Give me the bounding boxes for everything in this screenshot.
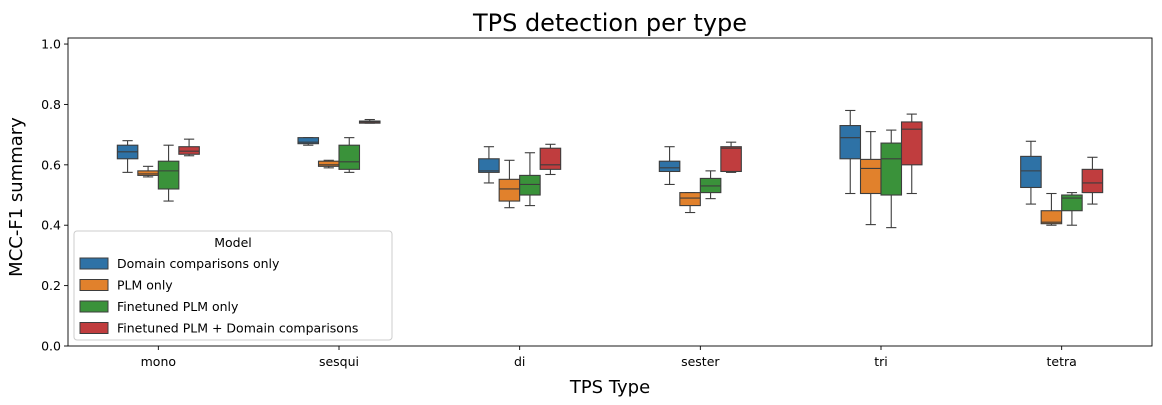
- iqr-box: [880, 142, 903, 196]
- box-mono-3: [178, 138, 200, 157]
- box-sesqui-3: [358, 118, 381, 124]
- chart-title: TPS detection per type: [472, 9, 747, 37]
- x-axis-label: TPS Type: [569, 377, 650, 398]
- box-mono-1: [137, 165, 159, 178]
- legend-item-3: Finetuned PLM + Domain comparisons: [79, 321, 358, 336]
- iqr-box: [658, 160, 681, 173]
- legend-swatch: [79, 279, 109, 291]
- legend-swatch: [79, 300, 109, 313]
- y-tick-label: 0.4: [41, 218, 61, 233]
- x-tick-label: tetra: [1047, 354, 1077, 369]
- legend-item-2: Finetuned PLM only: [79, 299, 239, 314]
- box-tetra-1: [1040, 192, 1063, 226]
- box-sesqui-0: [297, 137, 320, 146]
- box-tetra-0: [1020, 140, 1042, 205]
- legend-label: PLM only: [117, 278, 173, 293]
- box-sester-2: [699, 170, 722, 200]
- legend-title: Model: [214, 235, 252, 250]
- legend-item-1: PLM only: [79, 278, 173, 293]
- x-tick-label: mono: [141, 354, 176, 369]
- box-tetra-3: [1081, 156, 1104, 205]
- box-di-2: [519, 152, 541, 207]
- x-tick-label: sesqui: [319, 354, 359, 369]
- legend-label: Domain comparisons only: [117, 256, 280, 271]
- box-di-0: [478, 146, 500, 184]
- y-tick-label: 0.0: [41, 339, 61, 354]
- iqr-box: [519, 174, 541, 196]
- iqr-box: [539, 147, 562, 170]
- box-sester-3: [720, 141, 742, 173]
- box-mono-0: [116, 140, 139, 173]
- iqr-box: [839, 125, 862, 160]
- box-mono-2: [157, 144, 180, 202]
- iqr-box: [498, 178, 521, 202]
- legend-item-0: Domain comparisons only: [79, 256, 280, 271]
- y-tick-label: 0.2: [41, 278, 61, 293]
- iqr-box: [317, 160, 340, 167]
- y-tick-label: 0.6: [41, 157, 61, 172]
- iqr-box: [478, 158, 500, 173]
- legend-swatch: [79, 257, 109, 270]
- x-tick-label: sester: [681, 354, 720, 369]
- iqr-box: [1061, 194, 1083, 212]
- legend-frame: [73, 230, 393, 341]
- box-tri-0: [839, 109, 862, 195]
- iqr-box: [297, 137, 320, 145]
- iqr-box: [1020, 155, 1042, 189]
- axes-frame: [67, 37, 1153, 347]
- box-tri-1: [859, 131, 882, 226]
- box-di-3: [539, 143, 562, 176]
- legend-swatch: [79, 322, 109, 334]
- legend-label: Finetuned PLM + Domain comparisons: [117, 321, 358, 336]
- box-tri-3: [900, 113, 923, 195]
- iqr-box: [178, 146, 200, 155]
- box-tri-2: [880, 129, 903, 229]
- box-sester-0: [658, 146, 681, 186]
- x-tick-label: di: [514, 354, 525, 369]
- y-tick-label: 1.0: [41, 37, 61, 52]
- box-tetra-2: [1061, 192, 1083, 226]
- y-axis-label: MCC-F1 summary: [6, 117, 27, 277]
- iqr-box: [137, 170, 159, 176]
- iqr-box: [157, 160, 180, 190]
- box-sesqui-2: [338, 137, 361, 173]
- iqr-box: [900, 121, 923, 166]
- y-tick-label: 0.8: [41, 97, 61, 112]
- iqr-box: [338, 144, 361, 170]
- iqr-box: [859, 158, 882, 195]
- plot-area: 0.0 0.2 0.4 0.6 0.8 1.0 mono sesqui di sester tri t…: [41, 37, 1153, 369]
- iqr-box: [679, 192, 701, 207]
- box-sesqui-1: [317, 159, 340, 169]
- legend: Model Domain comparisons only PLM only Fine…: [73, 230, 393, 341]
- box-sester-1: [679, 192, 701, 214]
- iqr-box: [1081, 168, 1104, 194]
- iqr-box: [720, 146, 742, 173]
- box-di-1: [498, 159, 521, 209]
- legend-label: Finetuned PLM only: [117, 299, 239, 314]
- iqr-box: [1040, 210, 1063, 225]
- x-tick-label: tri: [874, 354, 888, 369]
